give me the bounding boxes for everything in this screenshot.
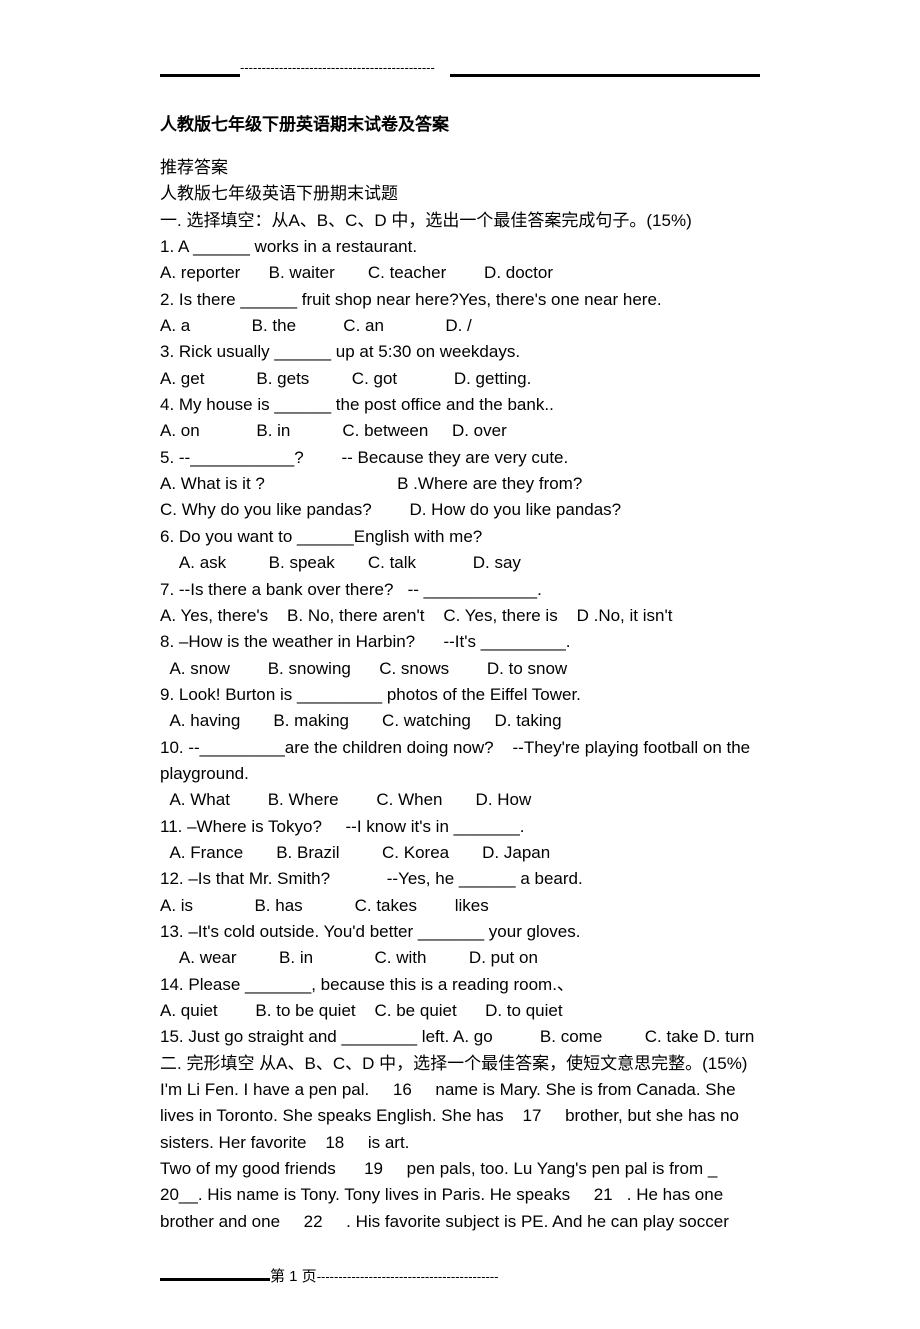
question-options: C. Why do you like pandas? D. How do you… xyxy=(160,497,760,523)
question-options: A. ask B. speak C. talk D. say xyxy=(160,550,760,576)
intro-line: 人教版七年级英语下册期末试题 xyxy=(160,181,760,207)
question-stem: 11. –Where is Tokyo? --I know it's in __… xyxy=(160,814,760,840)
question-options: A. a B. the C. an D. / xyxy=(160,313,760,339)
question-stem: 12. –Is that Mr. Smith? --Yes, he ______… xyxy=(160,866,760,892)
page-footer: 第 1 页-----------------------------------… xyxy=(160,1265,760,1289)
question-options: A. quiet B. to be quiet C. be quiet D. t… xyxy=(160,998,760,1024)
question-stem: 1. A ______ works in a restaurant. xyxy=(160,234,760,260)
question-stem: 3. Rick usually ______ up at 5:30 on wee… xyxy=(160,339,760,365)
question-stem: 13. –It's cold outside. You'd better ___… xyxy=(160,919,760,945)
header-dashes: ----------------------------------------… xyxy=(240,60,435,75)
question-stem: 15. Just go straight and ________ left. … xyxy=(160,1024,760,1050)
passage-paragraph: Two of my good friends 19 pen pals, too.… xyxy=(160,1156,760,1235)
section-1-header: 一. 选择填空：从A、B、C、D 中，选出一个最佳答案完成句子。(15%) xyxy=(160,208,760,234)
header-rule: ----------------------------------------… xyxy=(160,60,760,80)
question-stem: 8. –How is the weather in Harbin? --It's… xyxy=(160,629,760,655)
question-options: A. snow B. snowing C. snows D. to snow xyxy=(160,656,760,682)
passage-paragraph: I'm Li Fen. I have a pen pal. 16 name is… xyxy=(160,1077,760,1156)
question-options: A. on B. in C. between D. over xyxy=(160,418,760,444)
intro-line: 推荐答案 xyxy=(160,155,760,181)
section-2-header: 二. 完形填空 从A、B、C、D 中，选择一个最佳答案，使短文意思完整。(15%… xyxy=(160,1051,760,1077)
question-options: A. Yes, there's B. No, there aren't C. Y… xyxy=(160,603,760,629)
question-options: A. get B. gets C. got D. getting. xyxy=(160,366,760,392)
question-stem: 2. Is there ______ fruit shop near here?… xyxy=(160,287,760,313)
question-options: A. reporter B. waiter C. teacher D. doct… xyxy=(160,260,760,286)
page-number: 第 1 页 xyxy=(270,1268,317,1285)
footer-dashes: ----------------------------------------… xyxy=(317,1269,499,1284)
question-options: A. What is it ? B .Where are they from? xyxy=(160,471,760,497)
question-options: A. France B. Brazil C. Korea D. Japan xyxy=(160,840,760,866)
document-title: 人教版七年级下册英语期末试卷及答案 xyxy=(160,110,760,135)
question-options: A. having B. making C. watching D. takin… xyxy=(160,708,760,734)
question-stem: 7. --Is there a bank over there? -- ____… xyxy=(160,577,760,603)
question-stem: 6. Do you want to ______English with me? xyxy=(160,524,760,550)
question-options: A. What B. Where C. When D. How xyxy=(160,787,760,813)
body: 推荐答案 人教版七年级英语下册期末试题 一. 选择填空：从A、B、C、D 中，选… xyxy=(160,155,760,1235)
question-stem: 10. --_________are the children doing no… xyxy=(160,735,760,788)
question-stem: 4. My house is ______ the post office an… xyxy=(160,392,760,418)
question-stem: 9. Look! Burton is _________ photos of t… xyxy=(160,682,760,708)
question-options: A. is B. has C. takes likes xyxy=(160,893,760,919)
question-stem: 14. Please _______, because this is a re… xyxy=(160,972,760,998)
question-stem: 5. --___________? -- Because they are ve… xyxy=(160,445,760,471)
question-options: A. wear B. in C. with D. put on xyxy=(160,945,760,971)
